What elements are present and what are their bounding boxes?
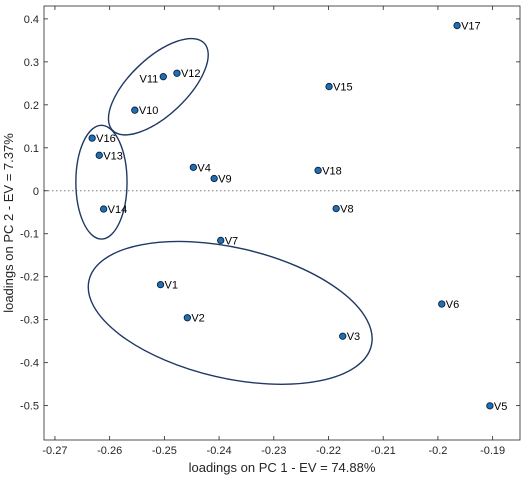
point-label-v16: V16 bbox=[96, 133, 116, 145]
points-layer: V1 V2 V3 V4 V5 V6 V7 V8 V9 V10 V11 V12 V13 V14 V15 V16 V… bbox=[88, 21, 507, 413]
point-label-v1: V1 bbox=[165, 280, 178, 292]
plot-frame bbox=[43, 5, 521, 441]
data-point-v15 bbox=[325, 82, 333, 91]
y-tick-label: -0.1 bbox=[20, 229, 39, 241]
x-tick-label: -0.21 bbox=[371, 445, 396, 457]
x-tick-label: -0.2 bbox=[428, 445, 447, 457]
y-tick-label: -0.5 bbox=[20, 401, 39, 413]
point-label-v18: V18 bbox=[322, 165, 342, 177]
group-ellipses bbox=[75, 37, 373, 385]
x-tick-label: -0.26 bbox=[97, 445, 122, 457]
data-point-v17 bbox=[453, 21, 461, 30]
point-label-v5: V5 bbox=[494, 401, 507, 413]
y-tick-label: -0.2 bbox=[20, 272, 39, 284]
data-point-v14 bbox=[99, 205, 108, 213]
y-tick-label: -0.3 bbox=[20, 315, 39, 327]
data-point-v5 bbox=[486, 402, 494, 410]
y-axis-ticks: -0.5 -0.4 -0.3 -0.2 -0.1 0 0.1 0.2 0.3 0.4 bbox=[20, 14, 520, 413]
data-point-v6 bbox=[438, 300, 446, 308]
data-point-v13 bbox=[95, 151, 103, 159]
group-ellipse bbox=[75, 124, 128, 240]
point-label-v2: V2 bbox=[191, 313, 204, 325]
x-axis-label: loadings on PC 1 - EV = 74.88% bbox=[189, 460, 376, 475]
data-point-v11 bbox=[159, 73, 167, 81]
point-label-v3: V3 bbox=[347, 331, 360, 343]
data-point-v4 bbox=[189, 163, 198, 172]
point-label-v9: V9 bbox=[218, 174, 231, 186]
y-tick-label: 0.4 bbox=[24, 14, 39, 26]
data-point-v16 bbox=[88, 134, 96, 142]
group-ellipse bbox=[87, 240, 373, 385]
data-point-v12 bbox=[173, 69, 181, 77]
y-tick-label: 0 bbox=[33, 186, 39, 198]
y-tick-label: 0.1 bbox=[24, 143, 39, 155]
y-tick-label: -0.4 bbox=[20, 358, 39, 370]
point-label-v12: V12 bbox=[181, 68, 201, 80]
x-tick-label: -0.25 bbox=[152, 445, 177, 457]
data-point-v8 bbox=[332, 204, 340, 213]
point-label-v13: V13 bbox=[103, 150, 123, 162]
point-label-v11: V11 bbox=[140, 74, 159, 86]
point-label-v7: V7 bbox=[225, 235, 238, 247]
data-point-v3 bbox=[339, 332, 347, 340]
x-tick-label: -0.22 bbox=[316, 445, 341, 457]
data-point-v1 bbox=[156, 281, 165, 289]
y-tick-label: 0.2 bbox=[24, 100, 39, 112]
data-point-v10 bbox=[131, 106, 139, 114]
x-axis-ticks: -0.27 -0.26 -0.25 -0.24 -0.23 -0.22 -0.21 -0.2 -… bbox=[42, 6, 505, 457]
point-label-v14: V14 bbox=[108, 204, 128, 216]
plot-area bbox=[44, 6, 520, 440]
point-label-v4: V4 bbox=[197, 162, 210, 174]
x-tick-label: -0.23 bbox=[261, 445, 286, 457]
point-label-v6: V6 bbox=[446, 299, 459, 311]
data-point-v2 bbox=[183, 314, 191, 322]
x-tick-label: -0.24 bbox=[207, 445, 232, 457]
data-point-v9 bbox=[210, 174, 218, 183]
x-tick-label: -0.27 bbox=[42, 445, 67, 457]
data-point-v7 bbox=[217, 236, 225, 245]
point-label-v15: V15 bbox=[333, 82, 353, 94]
y-tick-label: 0.3 bbox=[24, 57, 39, 69]
point-label-v10: V10 bbox=[139, 105, 159, 117]
point-label-v17: V17 bbox=[461, 21, 481, 33]
y-axis-label: loadings on PC 2 - EV = 7.37% bbox=[1, 133, 16, 313]
point-label-v8: V8 bbox=[340, 204, 353, 216]
x-tick-label: -0.19 bbox=[480, 445, 505, 457]
data-point-v18 bbox=[314, 166, 322, 175]
